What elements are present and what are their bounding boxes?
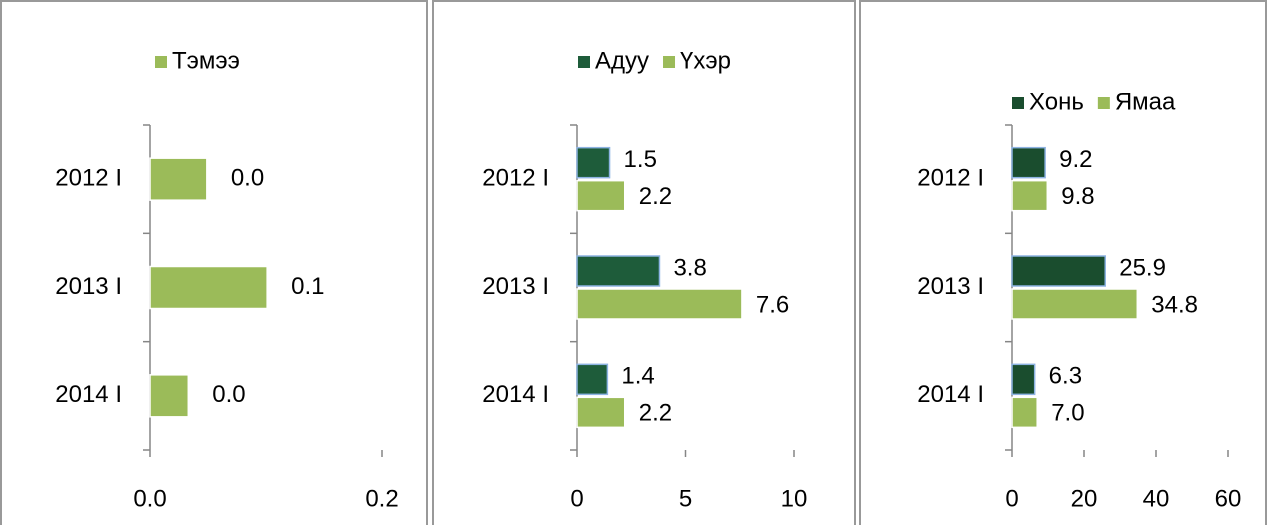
y-tick-label: 2013 I: [917, 273, 984, 300]
data-label: 0.1: [291, 273, 324, 300]
legend-swatch: [155, 56, 167, 68]
legend-label: Үхэр: [680, 47, 731, 74]
data-label: 6.3: [1049, 363, 1082, 390]
bar: [1011, 255, 1106, 287]
y-tick-label: 2012 I: [55, 165, 122, 192]
x-tick-label: 5: [679, 485, 692, 512]
data-label: 7.0: [1051, 400, 1084, 427]
legend-swatch: [1097, 97, 1110, 109]
y-tick-label: 2013 I: [55, 273, 122, 300]
bar: [1011, 363, 1036, 396]
y-tick-label: 2012 I: [482, 165, 549, 192]
y-tick-label: 2012 I: [917, 165, 984, 192]
data-label: 1.5: [624, 146, 657, 173]
bar: [576, 179, 626, 212]
y-tick-label: 2014 I: [55, 381, 122, 408]
legend-label: Адуу: [595, 47, 649, 74]
bar: [576, 146, 611, 179]
legend-swatch: [578, 56, 590, 68]
bar: [576, 396, 626, 429]
data-label: 25.9: [1119, 254, 1166, 281]
panel-border: [859, 0, 1267, 525]
data-label: 2.2: [639, 400, 672, 427]
bar: [149, 374, 190, 418]
x-tick-label: 0.2: [365, 485, 398, 512]
x-tick-label: 20: [1071, 485, 1098, 512]
bar: [1011, 396, 1038, 429]
x-tick-label: 40: [1143, 485, 1170, 512]
y-tick-label: 2014 I: [482, 381, 549, 408]
bar: [576, 363, 609, 396]
y-tick-label: 2014 I: [917, 381, 984, 408]
panel-border: [0, 0, 428, 525]
data-label: 7.6: [756, 291, 789, 318]
data-label: 9.2: [1059, 146, 1092, 173]
x-tick-label: 10: [781, 485, 808, 512]
legend-label: Тэмээ: [172, 47, 240, 74]
legend-label: Хонь: [1029, 88, 1084, 115]
y-tick-label: 2013 I: [482, 273, 549, 300]
data-label: 0.0: [231, 165, 264, 192]
bar: [149, 265, 268, 310]
legend-label: Ямаа: [1115, 88, 1176, 115]
x-tick-label: 0: [570, 485, 583, 512]
legend-swatch: [1012, 97, 1024, 109]
data-label: 2.2: [639, 183, 672, 210]
bar: [576, 255, 661, 287]
bar: [1011, 146, 1046, 179]
x-tick-label: 0: [1005, 485, 1018, 512]
data-label: 0.0: [212, 381, 245, 408]
bar: [576, 288, 743, 320]
panel-border: [432, 0, 856, 525]
x-tick-label: 0.0: [133, 485, 166, 512]
bar: [1011, 179, 1049, 212]
data-label: 1.4: [621, 363, 654, 390]
x-tick-label: 60: [1215, 485, 1242, 512]
data-label: 34.8: [1151, 291, 1198, 318]
legend-swatch: [663, 56, 676, 68]
bar: [149, 157, 208, 201]
bar: [1011, 288, 1139, 320]
data-label: 9.8: [1061, 183, 1094, 210]
data-label: 3.8: [673, 254, 706, 281]
